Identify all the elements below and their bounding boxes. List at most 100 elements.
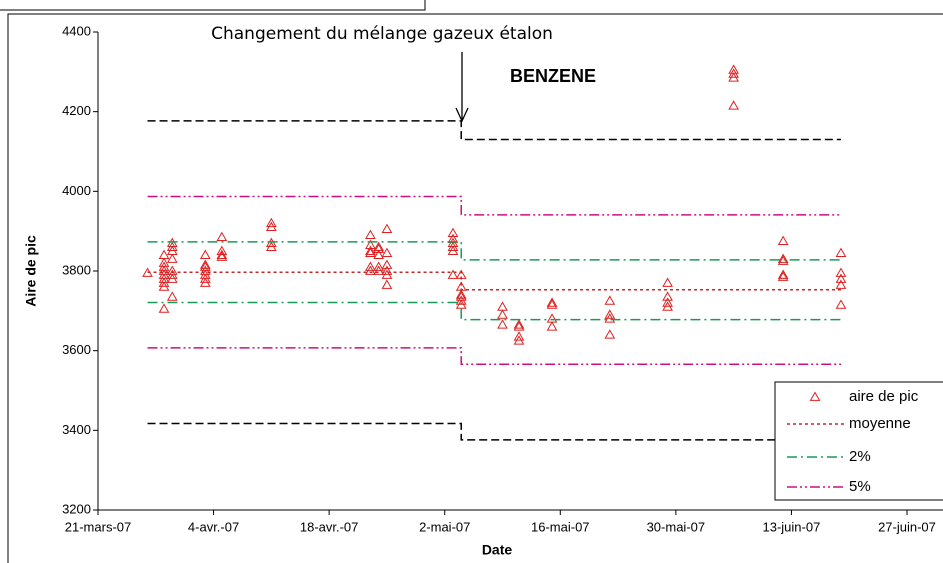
data-point bbox=[166, 269, 178, 279]
data-point bbox=[835, 247, 847, 257]
data-point bbox=[728, 100, 740, 110]
data-point bbox=[447, 241, 459, 251]
data-point bbox=[513, 319, 525, 329]
legend-label: moyenne bbox=[849, 415, 911, 432]
data-point bbox=[199, 249, 211, 259]
data-point bbox=[455, 289, 467, 299]
data-point bbox=[365, 261, 376, 271]
data-point bbox=[728, 72, 740, 82]
data-point bbox=[497, 309, 508, 319]
data-point bbox=[835, 279, 847, 289]
data-point bbox=[265, 221, 277, 232]
reference-line bbox=[147, 120, 841, 441]
data-point bbox=[381, 269, 393, 279]
legend-marker bbox=[809, 391, 821, 401]
data-point bbox=[447, 269, 459, 279]
x-tick-label: 30-mai-07 bbox=[647, 519, 706, 534]
data-point bbox=[365, 245, 376, 255]
data-point bbox=[777, 235, 789, 245]
data-point bbox=[728, 68, 740, 78]
data-point bbox=[265, 217, 277, 228]
data-point bbox=[381, 265, 393, 275]
data-point bbox=[447, 245, 459, 255]
x-tick-label: 27-juin-07 bbox=[878, 519, 936, 534]
data-point bbox=[513, 335, 525, 345]
data-point bbox=[158, 277, 170, 287]
y-tick-label: 3600 bbox=[62, 342, 91, 357]
data-point bbox=[365, 247, 376, 257]
chart-frame bbox=[7, 13, 943, 563]
data-point bbox=[546, 321, 558, 331]
legend-label: 2% bbox=[849, 448, 871, 465]
data-point bbox=[365, 265, 376, 275]
data-point bbox=[513, 331, 525, 341]
annotation: BENZENE bbox=[510, 66, 596, 86]
data-point bbox=[777, 271, 789, 281]
data-point bbox=[546, 299, 558, 309]
x-tick-label: 2-mai-07 bbox=[419, 519, 470, 534]
x-axis-label: Date bbox=[482, 542, 513, 558]
data-point bbox=[835, 267, 847, 277]
data-point bbox=[662, 291, 673, 301]
data-point bbox=[835, 273, 847, 283]
data-point bbox=[373, 261, 385, 271]
reference-line bbox=[147, 195, 841, 365]
reference-line bbox=[147, 241, 841, 321]
data-point bbox=[373, 249, 385, 259]
data-point bbox=[455, 299, 467, 309]
data-point bbox=[604, 295, 616, 305]
data-point bbox=[381, 247, 393, 257]
y-tick-label: 3400 bbox=[62, 422, 91, 437]
data-point bbox=[199, 259, 211, 269]
data-point bbox=[166, 273, 178, 283]
data-point bbox=[216, 251, 228, 261]
data-point bbox=[166, 253, 178, 263]
data-point bbox=[166, 291, 178, 301]
x-tick-label: 21-mars-07 bbox=[65, 519, 131, 534]
data-point bbox=[835, 299, 847, 309]
data-point bbox=[447, 227, 459, 238]
data-point bbox=[604, 309, 616, 319]
data-point bbox=[158, 303, 170, 313]
y-tick-label: 3800 bbox=[62, 262, 91, 277]
annotation: Changement du mélange gazeux étalon bbox=[211, 24, 553, 44]
reference-line bbox=[147, 271, 841, 291]
data-point bbox=[497, 319, 508, 329]
data-point bbox=[777, 253, 789, 263]
y-tick-label: 4400 bbox=[62, 23, 91, 38]
data-point bbox=[216, 245, 228, 255]
data-point bbox=[216, 231, 228, 242]
data-point bbox=[373, 265, 385, 275]
data-point bbox=[265, 241, 277, 251]
data-point bbox=[662, 277, 673, 287]
data-point bbox=[381, 223, 393, 234]
arrow bbox=[455, 52, 469, 123]
data-point bbox=[513, 321, 525, 331]
y-tick-label: 4000 bbox=[62, 183, 91, 198]
cropped-frame bbox=[0, 0, 426, 11]
x-tick-label: 4-avr.-07 bbox=[188, 519, 239, 534]
data-point bbox=[216, 249, 228, 259]
data-point bbox=[373, 243, 385, 253]
data-point bbox=[777, 269, 789, 279]
data-point bbox=[381, 279, 393, 289]
data-point bbox=[166, 241, 178, 251]
y-axis-label: Aire de pic bbox=[23, 235, 39, 307]
data-point bbox=[662, 297, 673, 307]
x-tick-label: 18-avr.-07 bbox=[300, 519, 359, 534]
data-point bbox=[199, 273, 211, 283]
data-point bbox=[546, 297, 558, 307]
data-point bbox=[381, 259, 393, 269]
data-point bbox=[604, 329, 616, 339]
data-point bbox=[365, 229, 376, 240]
legend-label: 5% bbox=[849, 478, 871, 495]
x-tick-label: 13-juin-07 bbox=[763, 519, 821, 534]
y-tick-label: 3200 bbox=[62, 501, 91, 516]
legend bbox=[774, 381, 943, 501]
legend-label: aire de pic bbox=[849, 388, 919, 405]
data-point bbox=[158, 281, 170, 291]
data-point bbox=[199, 277, 211, 287]
data-point bbox=[662, 301, 673, 311]
x-tick-label: 16-mai-07 bbox=[531, 519, 590, 534]
